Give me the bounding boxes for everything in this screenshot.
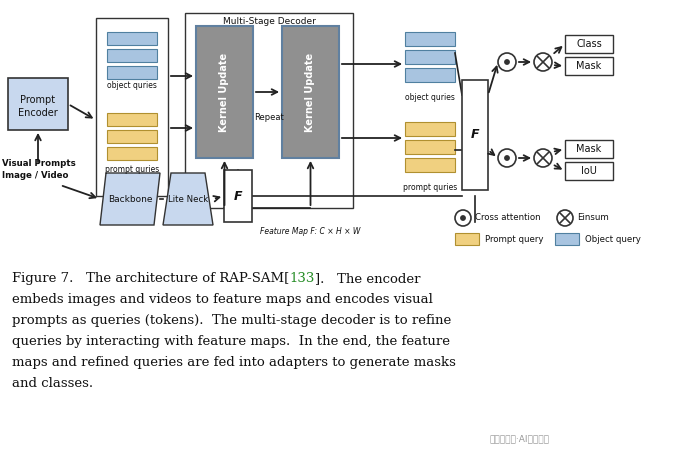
Polygon shape [100, 173, 160, 225]
Text: F: F [471, 129, 479, 141]
Circle shape [534, 149, 552, 167]
Text: object quries: object quries [405, 93, 455, 102]
Text: Figure 7.   The architecture of RAP-SAM[: Figure 7. The architecture of RAP-SAM[ [12, 272, 289, 285]
Bar [107, 49, 157, 62]
Circle shape [505, 60, 509, 64]
Text: prompts as queries (tokens).  The multi-stage decoder is to refine: prompts as queries (tokens). The multi-s… [12, 314, 451, 327]
Bar [405, 32, 455, 46]
Text: and classes.: and classes. [12, 377, 93, 390]
Bar [107, 66, 157, 79]
Text: 133: 133 [289, 272, 314, 285]
Text: Repeat: Repeat [254, 114, 284, 122]
Text: 微信公众号·AI生成未来: 微信公众号·AI生成未来 [490, 434, 550, 443]
Bar [107, 130, 157, 143]
Bar [282, 26, 339, 158]
Text: Prompt: Prompt [21, 95, 55, 105]
Text: Encoder: Encoder [18, 108, 58, 118]
Bar [107, 113, 157, 126]
Bar [462, 80, 488, 190]
Text: maps and refined queries are fed into adapters to generate masks: maps and refined queries are fed into ad… [12, 356, 456, 369]
Circle shape [455, 210, 471, 226]
Text: Mask: Mask [576, 61, 601, 71]
Text: Prompt query: Prompt query [485, 235, 543, 244]
Circle shape [505, 156, 509, 160]
Text: Mask: Mask [576, 144, 601, 154]
Bar [107, 32, 157, 45]
Bar [96, 18, 168, 196]
Circle shape [498, 149, 516, 167]
Polygon shape [163, 173, 213, 225]
Circle shape [498, 53, 516, 71]
Text: Backbone: Backbone [108, 194, 152, 203]
Text: embeds images and videos to feature maps and encodes visual: embeds images and videos to feature maps… [12, 293, 433, 306]
Text: Class: Class [576, 39, 602, 49]
Text: prompt quries: prompt quries [403, 183, 457, 193]
Bar [565, 162, 613, 180]
Bar [455, 233, 479, 245]
Text: Visual Prompts: Visual Prompts [2, 159, 76, 168]
Text: F: F [234, 189, 242, 202]
Text: Kernel Update: Kernel Update [219, 53, 229, 131]
Circle shape [557, 210, 573, 226]
Bar [405, 50, 455, 64]
Text: prompt quries: prompt quries [105, 165, 159, 174]
Bar [405, 140, 455, 154]
Text: ].   The encoder: ]. The encoder [314, 272, 420, 285]
Bar [555, 233, 579, 245]
Bar [405, 122, 455, 136]
Text: Feature Map F: C × H × W: Feature Map F: C × H × W [260, 227, 360, 236]
Text: Multi-Stage Decoder: Multi-Stage Decoder [223, 18, 315, 26]
Bar [196, 26, 253, 158]
Bar [405, 158, 455, 172]
Text: Image / Video: Image / Video [2, 172, 69, 180]
Text: Lite Neck: Lite Neck [168, 194, 208, 203]
Circle shape [534, 53, 552, 71]
Bar [565, 35, 613, 53]
Bar [185, 13, 353, 208]
Text: object quries: object quries [107, 82, 157, 91]
Text: IoU: IoU [581, 166, 597, 176]
Text: Kernel Update: Kernel Update [306, 53, 316, 131]
Circle shape [461, 216, 465, 220]
Bar [107, 147, 157, 160]
Bar [565, 57, 613, 75]
Text: Cross attention: Cross attention [475, 213, 540, 222]
Bar [224, 170, 252, 222]
Text: Einsum: Einsum [577, 213, 609, 222]
Bar [405, 68, 455, 82]
Text: queries by interacting with feature maps.  In the end, the feature: queries by interacting with feature maps… [12, 335, 450, 348]
Text: Object query: Object query [585, 235, 641, 244]
Bar [8, 78, 68, 130]
Bar [565, 140, 613, 158]
